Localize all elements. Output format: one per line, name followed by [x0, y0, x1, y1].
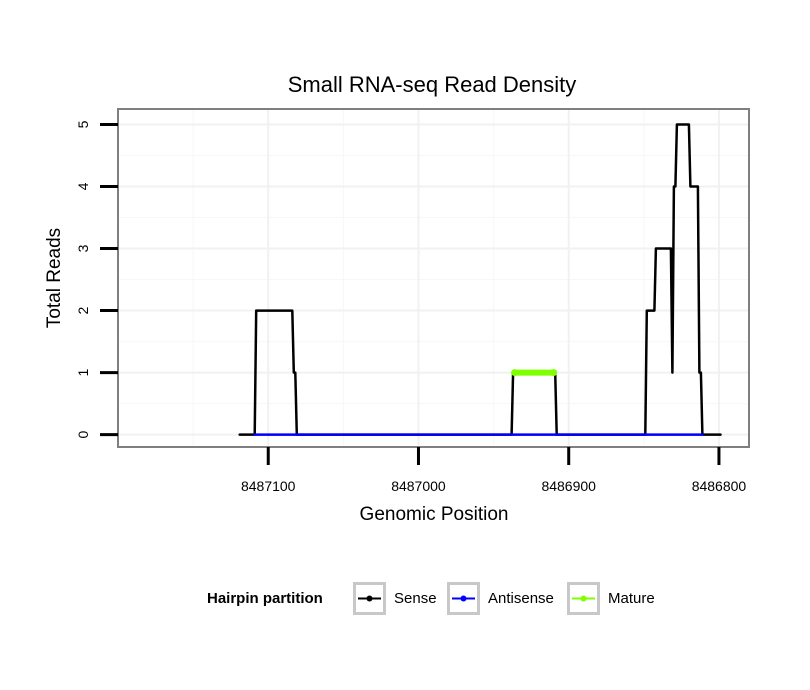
mature-point: [550, 369, 558, 377]
chart-title: Small RNA-seq Read Density: [288, 72, 577, 97]
y-tick-label: 2: [75, 306, 91, 314]
legend-label-sense: Sense: [394, 590, 437, 607]
grid-lines: [119, 110, 748, 446]
x-tick-label: 8486800: [692, 478, 747, 494]
axes: 8487100 8487000 8486900 8486800 0 1 2 3 4 5: [75, 120, 746, 494]
series-line-sense: [238, 123, 722, 436]
legend-swatch-point: [460, 595, 467, 602]
y-axis-title: Total Reads: [44, 228, 65, 328]
y-tick-label: 0: [75, 430, 91, 438]
mature-point: [511, 369, 519, 377]
x-tick-label: 8487100: [241, 478, 296, 494]
legend-swatch-point: [366, 595, 373, 602]
legend-swatch-point: [580, 595, 587, 602]
legend-label-mature: Mature: [608, 590, 655, 607]
x-tick-label: 8486900: [541, 478, 596, 494]
x-tick-label: 8487000: [391, 478, 446, 494]
y-tick-label: 1: [75, 368, 91, 376]
y-tick-label: 4: [75, 182, 91, 190]
x-axis-title: Genomic Position: [360, 504, 509, 525]
series-layer: [238, 123, 722, 436]
legend-title: Hairpin partition: [207, 590, 323, 607]
y-tick-label: 3: [75, 244, 91, 252]
legend-label-antisense: Antisense: [488, 590, 554, 607]
legend: Hairpin partition Sense Antisense Mature: [207, 582, 655, 615]
y-tick-label: 5: [75, 120, 91, 128]
